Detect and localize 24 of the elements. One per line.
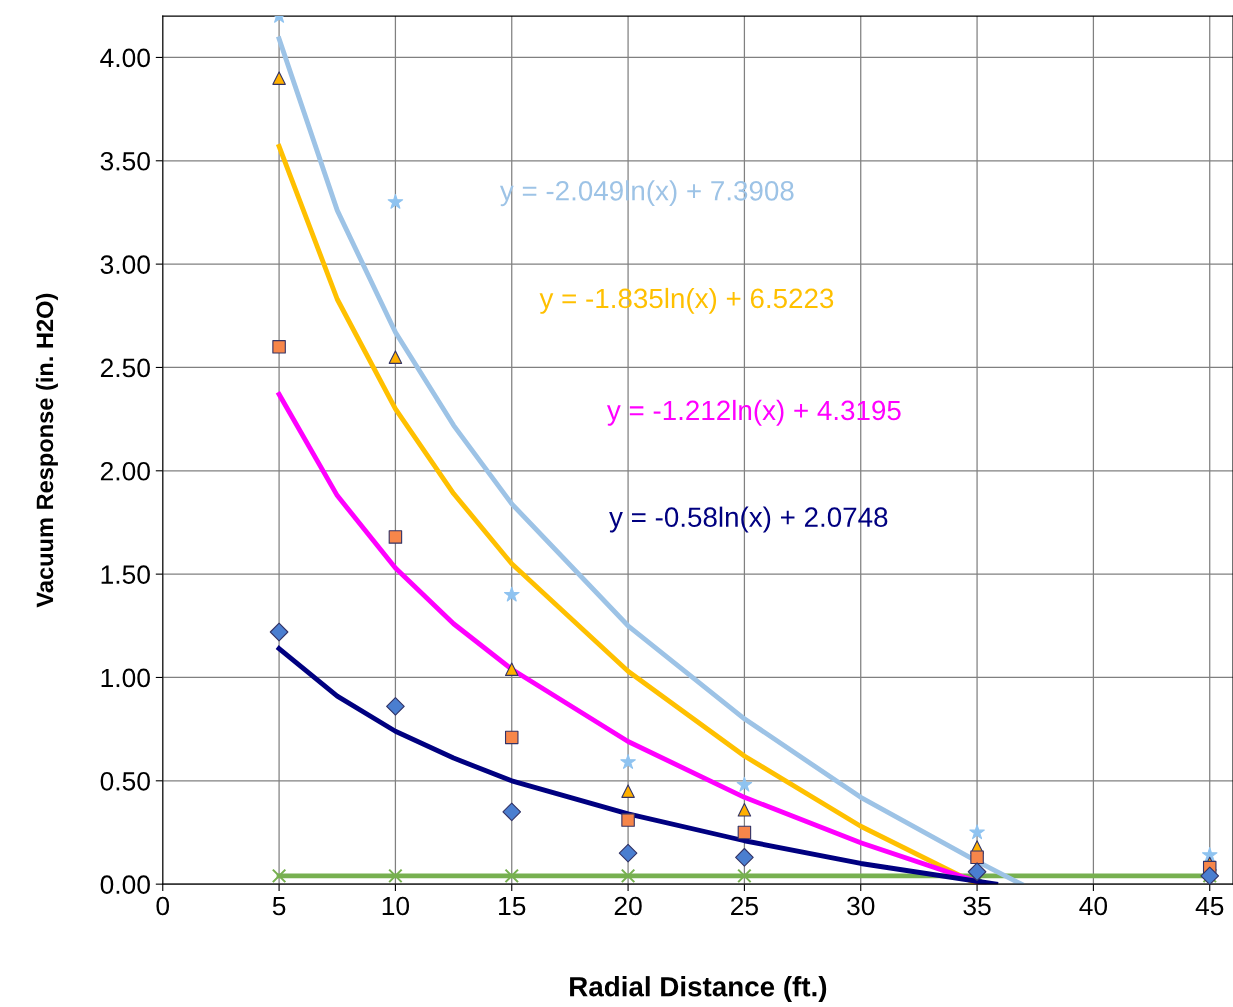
annotation: y = -1.212ln(x) + 4.3195 xyxy=(606,399,901,426)
y-tick-label: 2.00 xyxy=(100,461,150,481)
y-tick-label: 0.50 xyxy=(100,771,150,791)
y-tick-label: 0.00 xyxy=(100,875,150,894)
y-tick-label: 1.00 xyxy=(101,668,150,688)
x-tick-label: 20 xyxy=(614,896,642,916)
x-tick-label: 10 xyxy=(382,896,410,916)
y-axis-title: Vacuum Response (in. H2O) xyxy=(35,293,58,608)
y-tick-label: 3.50 xyxy=(100,151,150,171)
x-tick-label: 5 xyxy=(272,896,286,916)
annotation: y = -0.58ln(x) + 2.0748 xyxy=(609,506,888,533)
y-tick-label: 3.00 xyxy=(100,255,150,274)
x-tick-label: 35 xyxy=(963,896,991,916)
x-tick-label: 30 xyxy=(847,896,875,916)
y-tick-label: 1.50 xyxy=(101,565,150,584)
x-tick-label: 45 xyxy=(1195,896,1224,916)
annotation: y = -1.835ln(x) + 6.5223 xyxy=(539,287,834,314)
x-tick-label: 40 xyxy=(1079,896,1108,916)
x-tick-label: 15 xyxy=(499,896,526,916)
x-tick-label: 0 xyxy=(156,896,170,916)
y-tick-label: 2.50 xyxy=(100,358,150,378)
x-tick-label: 25 xyxy=(731,896,758,916)
x-axis-title: Radial Distance (ft.) xyxy=(570,976,827,1002)
y-tick-label: 4.00 xyxy=(100,48,150,68)
